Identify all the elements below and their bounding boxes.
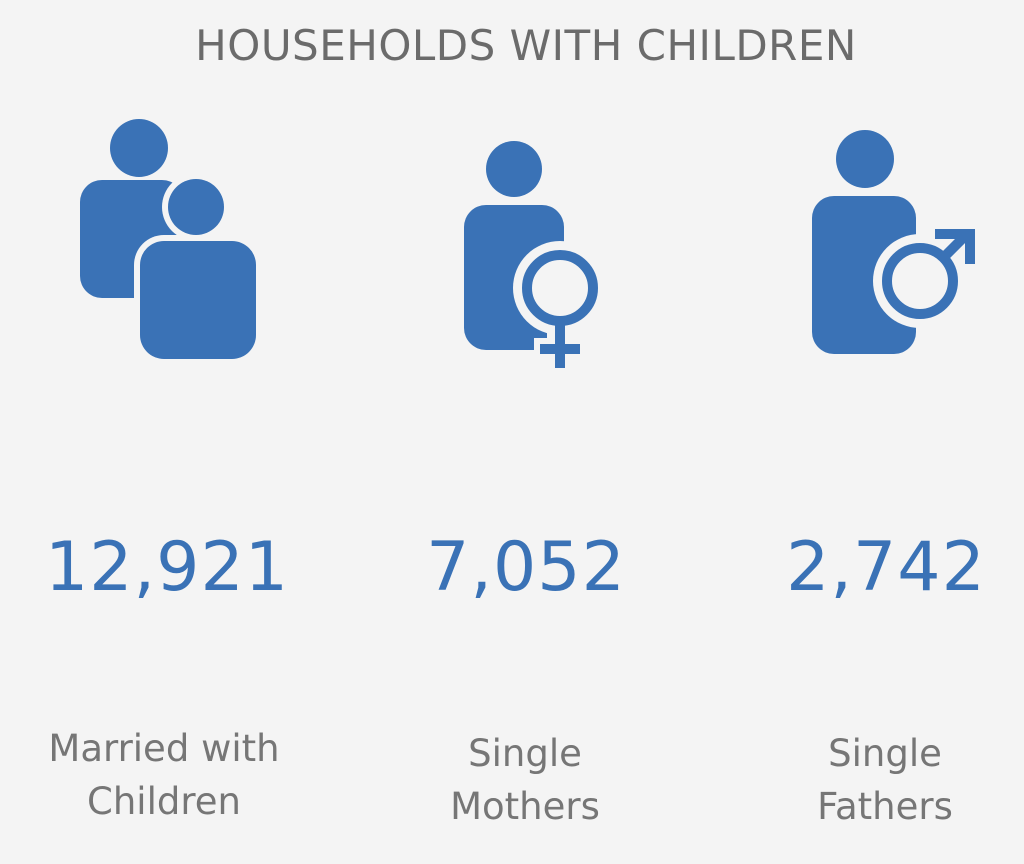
stat-label-married: Married with Children: [48, 727, 280, 823]
stat-label-single-mothers: Single Mothers: [450, 732, 600, 828]
stat-label-single-fathers: Single Fathers: [817, 732, 953, 828]
stat-value-single-mothers: 7,052: [426, 528, 626, 607]
couple-icon: [78, 118, 260, 363]
single-mother-icon: [460, 140, 600, 370]
stat-value-married: 12,921: [45, 528, 289, 607]
single-father-icon: [808, 128, 978, 356]
page-title: HOUSEHOLDS WITH CHILDREN: [195, 21, 857, 70]
stat-value-single-fathers: 2,742: [786, 528, 986, 607]
